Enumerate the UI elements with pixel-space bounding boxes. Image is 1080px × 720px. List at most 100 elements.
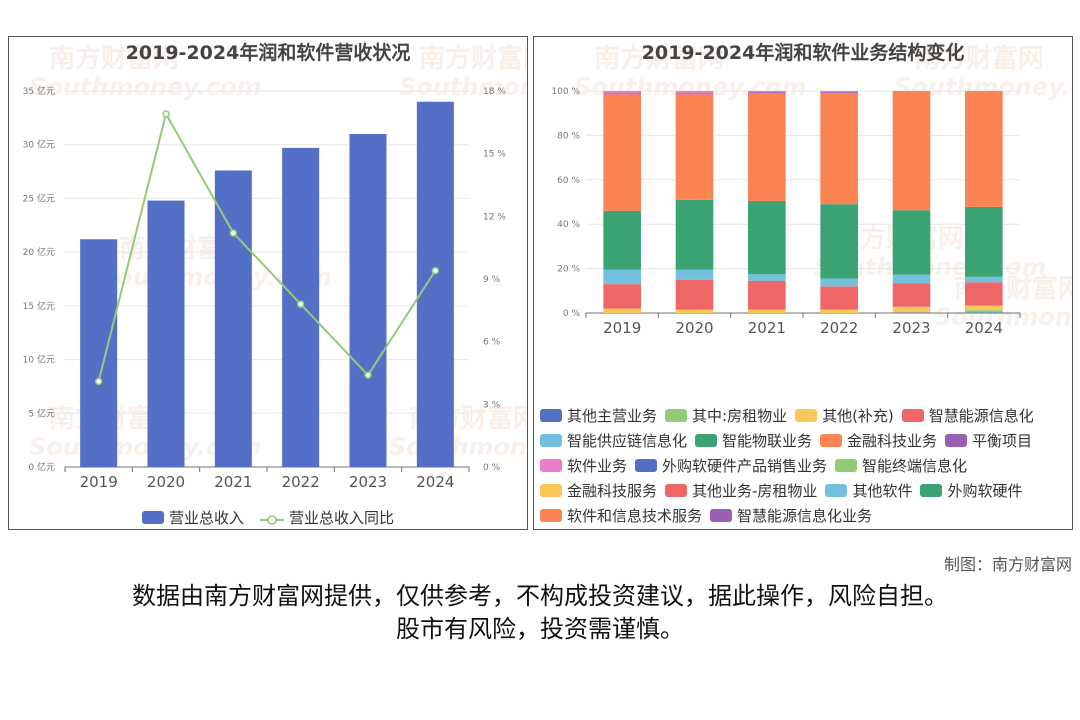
stack-segment-2020-4 [675,269,714,280]
legend-swatch [920,484,943,497]
stack-segment-2019-3 [603,284,641,309]
y-left-tick-label: 0 亿元 [28,461,55,473]
y-left-tick-label: 5 亿元 [28,407,55,419]
legend-item[interactable]: 智能终端信息化 [835,455,967,476]
legend-item[interactable]: 外购软硬件产品销售业务 [635,455,827,476]
legend-item[interactable]: 其他软件 [825,480,912,501]
x-tick-label-2021: 2021 [748,319,786,337]
legend-item[interactable]: 金融科技业务 [820,430,937,451]
x-tick-label-2022: 2022 [820,319,858,337]
watermark-text-1: 南方财富网 [914,43,1044,74]
legend-item[interactable]: 其中:房租物业 [665,405,787,426]
chart-maker-credit: 制图：南方财富网 [943,555,1072,574]
stack-segment-2021-4 [748,274,786,281]
stack-segment-2024-4 [965,276,1003,283]
y-left-tick-label: 15 亿元 [23,300,55,312]
stack-segment-2022-7 [820,92,858,94]
legend-label: 智能供应链信息化 [567,432,688,450]
business-structure-chart: 南方财富网Southmoney.com南方财富网Southmoney.com南方… [551,43,1073,337]
stack-segment-2022-4 [820,278,858,287]
revenue-bar-2023 [349,133,387,467]
legend-label: 金融科技服务 [567,482,658,500]
legend-item-revenue[interactable]: 营业总收入 [141,507,244,528]
stack-segment-2024-2 [965,305,1003,311]
y-right-tick-label: 6 % [483,338,501,348]
legend-swatch [795,409,818,422]
stack-segment-2022-5 [820,204,858,279]
legend-item[interactable]: 平衡项目 [945,430,1032,451]
revenue-chart-panel: 2019-2024年润和软件营收状况 南方财富网 Southmoney.com 南方… [8,36,528,530]
revenue-chart-title: 2019-2024年润和软件营收状况 [125,42,411,64]
watermark-en-4: Southmoney.com [389,433,528,461]
stack-segment-2019-5 [603,210,641,270]
legend-label: 其他业务-房租物业 [692,482,818,500]
legend-label: 营业总收入 [168,509,244,527]
stack-segment-2022-3 [820,286,858,310]
legend-swatch [901,409,924,422]
legend-label: 其他主营业务 [567,407,658,425]
revenue-bar-2024 [416,101,454,467]
legend-item[interactable]: 其他(补充) [795,405,894,426]
watermark-en-0: Southmoney.com [29,73,262,101]
y-left-tick-label: 20 亿元 [23,246,55,258]
legend-item[interactable]: 智慧能源信息化业务 [710,505,872,526]
disclaimer: 数据由南方财富网提供，仅供参考，不构成投资建议，据此操作，风险自担。 股市有风险… [0,580,1080,646]
yoy-point-2020 [162,110,170,118]
yoy-growth-line [97,111,437,382]
legend-item[interactable]: 金融科技服务 [540,480,657,501]
yoy-point-2024 [431,266,440,275]
y-right-tick-label: 9 % [483,275,501,285]
stack-segment-2019-8 [603,91,641,94]
legend-swatch [540,509,562,522]
stack-segment-2024-1 [965,310,1003,313]
stack-segment-2020-2 [675,309,714,313]
y-tick-label: 100 % [551,87,580,97]
legend-item[interactable]: 其他业务-房租物业 [665,480,817,501]
y-right-tick-label: 15 % [483,150,506,160]
watermark-en-1: Southmoney.com [399,73,528,101]
legend-swatch [835,459,858,472]
stack-segment-2023-2 [892,306,931,313]
stack-segment-2023-0 [892,312,931,313]
x-tick-label-2021: 2021 [214,473,252,491]
legend-swatch [141,511,164,524]
stack-segment-2019-2 [603,308,641,313]
legend-swatch [825,484,848,497]
legend-item[interactable]: 智慧能源信息化 [901,405,1034,426]
y-tick-label: 80 % [557,131,580,141]
legend-item[interactable]: 智能物联业务 [695,430,812,451]
legend-item[interactable]: 智能供应链信息化 [540,430,687,451]
revenue-chart: 南方财富网Southmoney.com南方财富网Southmoney.com南方… [23,43,528,491]
legend-swatch [540,434,562,447]
legend-item[interactable]: 外购软硬件 [920,480,1022,501]
watermark-en-3: Southmoney.com [934,303,1073,331]
stack-segment-2022-2 [820,309,858,313]
legend-swatch [260,512,284,525]
legend-item[interactable]: 软件业务 [540,455,627,476]
y-right-tick-label: 3 % [483,400,501,410]
stack-segment-2024-0 [965,312,1003,313]
stack-segment-2021-7 [748,92,786,94]
watermark-text-0: 南方财富网 [594,43,724,74]
legend-swatch [665,409,688,422]
y-right-tick-label: 12 % [483,212,506,222]
stack-segment-2020-8 [675,91,714,94]
legend-swatch [695,434,718,447]
y-left-tick-label: 25 亿元 [23,192,55,204]
legend-label: 其中:房租物业 [692,407,788,425]
legend-label: 其他软件 [852,482,913,500]
stack-segment-2021-6 [748,93,786,201]
legend-swatch [820,434,843,447]
x-tick-label-2020: 2020 [675,319,713,337]
stack-segment-2022-6 [820,93,858,205]
legend-item[interactable]: 软件和信息技术服务 [540,505,702,526]
legend-row: 智能供应链信息化 智能物联业务 金融科技业务 平衡项目 [540,430,1040,451]
y-right-tick-label: 18 % [483,87,506,97]
legend-item-yoy[interactable]: 营业总收入同比 [260,507,394,528]
legend-item[interactable]: 其他主营业务 [540,405,657,426]
stack-segment-2022-8 [820,91,858,93]
business-structure-panel: 2019-2024年润和软件业务结构变化 南方财富网 Southmoney.com… [533,36,1073,530]
x-tick-label-2024: 2024 [416,473,454,491]
yoy-point-2022 [296,300,305,308]
legend-label: 外购软硬件产品销售业务 [662,457,828,475]
